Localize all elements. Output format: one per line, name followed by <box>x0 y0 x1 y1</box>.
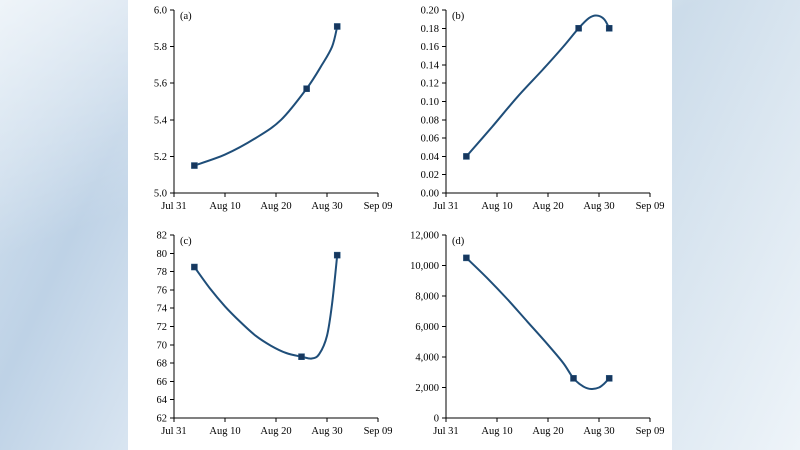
svg-text:80: 80 <box>157 249 168 260</box>
chart-a: 5.0 5.2 5.4 5.6 5.8 6.0 Jul 31 Aug 10 Aug 20 Aug … <box>128 0 400 225</box>
chart-grid: 5.0 5.2 5.4 5.6 5.8 6.0 Jul 31 Aug 10 Aug 20 Aug … <box>128 0 672 450</box>
svg-text:82: 82 <box>157 231 168 242</box>
svg-text:5.8: 5.8 <box>154 42 167 53</box>
svg-text:Sep 09: Sep 09 <box>636 201 665 212</box>
svg-text:4,000: 4,000 <box>415 353 439 364</box>
svg-text:Aug 20: Aug 20 <box>532 426 563 437</box>
svg-text:8,000: 8,000 <box>415 292 439 303</box>
svg-text:Aug 30: Aug 30 <box>583 201 614 212</box>
svg-text:Jul 31: Jul 31 <box>433 201 458 212</box>
svg-text:64: 64 <box>157 395 168 406</box>
svg-text:Aug 20: Aug 20 <box>532 201 563 212</box>
svg-text:(a): (a) <box>180 11 192 22</box>
svg-text:Sep 09: Sep 09 <box>364 426 393 437</box>
svg-text:6.0: 6.0 <box>154 6 167 17</box>
svg-text:(c): (c) <box>180 236 192 247</box>
svg-text:66: 66 <box>157 377 168 388</box>
svg-text:0: 0 <box>434 414 439 425</box>
svg-text:0.20: 0.20 <box>421 6 439 17</box>
svg-text:0.02: 0.02 <box>421 170 439 181</box>
svg-text:6,000: 6,000 <box>415 322 439 333</box>
svg-text:5.0: 5.0 <box>154 189 167 200</box>
svg-text:74: 74 <box>157 304 168 315</box>
figure-panel: 5.0 5.2 5.4 5.6 5.8 6.0 Jul 31 Aug 10 Aug 20 Aug … <box>128 0 672 450</box>
svg-text:5.4: 5.4 <box>154 115 168 126</box>
svg-text:0.12: 0.12 <box>421 79 439 90</box>
svg-text:Aug 20: Aug 20 <box>260 426 291 437</box>
chart-d-plot: 0 2,000 4,000 6,000 8,000 10,000 12,000 Jul 31 A… <box>410 231 665 438</box>
chart-b: 0.00 0.02 0.04 0.06 0.08 0.10 0.12 0.14 0.16 0.18… <box>400 0 672 225</box>
svg-text:Aug 10: Aug 10 <box>481 201 512 212</box>
svg-text:Jul 31: Jul 31 <box>433 426 458 437</box>
svg-text:5.2: 5.2 <box>154 152 167 163</box>
svg-text:0.18: 0.18 <box>421 24 439 35</box>
svg-text:Aug 30: Aug 30 <box>583 426 614 437</box>
svg-text:0.16: 0.16 <box>421 42 439 53</box>
chart-a-plot: 5.0 5.2 5.4 5.6 5.8 6.0 Jul 31 Aug 10 Aug 20 Aug … <box>154 6 393 213</box>
svg-text:0.04: 0.04 <box>421 152 440 163</box>
svg-text:Sep 09: Sep 09 <box>364 201 393 212</box>
svg-text:76: 76 <box>157 285 168 296</box>
chart-c: 62 64 66 68 70 72 74 76 78 80 82 Jul 31 Aug 10 Aug 20… <box>128 225 400 450</box>
chart-d: 0 2,000 4,000 6,000 8,000 10,000 12,000 Jul 31 A… <box>400 225 672 450</box>
svg-text:12,000: 12,000 <box>410 231 439 242</box>
svg-text:0.08: 0.08 <box>421 115 439 126</box>
svg-text:Jul 31: Jul 31 <box>161 426 186 437</box>
svg-text:0.14: 0.14 <box>421 60 440 71</box>
svg-text:0.06: 0.06 <box>421 134 439 145</box>
svg-text:Sep 09: Sep 09 <box>636 426 665 437</box>
svg-text:Aug 10: Aug 10 <box>481 426 512 437</box>
svg-text:0.10: 0.10 <box>421 97 439 108</box>
svg-text:62: 62 <box>157 414 168 425</box>
svg-text:0.00: 0.00 <box>421 189 439 200</box>
chart-c-plot: 62 64 66 68 70 72 74 76 78 80 82 Jul 31 Aug 10 Aug 20… <box>157 231 393 438</box>
svg-text:78: 78 <box>157 267 168 278</box>
svg-text:2,000: 2,000 <box>415 383 439 394</box>
svg-text:72: 72 <box>157 322 168 333</box>
svg-text:Aug 30: Aug 30 <box>311 426 342 437</box>
svg-text:10,000: 10,000 <box>410 261 439 272</box>
chart-b-plot: 0.00 0.02 0.04 0.06 0.08 0.10 0.12 0.14 0.16 0.18… <box>421 6 665 213</box>
svg-text:(b): (b) <box>452 11 465 22</box>
svg-text:(d): (d) <box>452 236 465 247</box>
svg-text:5.6: 5.6 <box>154 79 167 90</box>
svg-text:Aug 20: Aug 20 <box>260 201 291 212</box>
svg-text:Aug 30: Aug 30 <box>311 201 342 212</box>
svg-text:68: 68 <box>157 359 168 370</box>
svg-text:Aug 10: Aug 10 <box>209 426 240 437</box>
svg-text:Jul 31: Jul 31 <box>161 201 186 212</box>
svg-text:Aug 10: Aug 10 <box>209 201 240 212</box>
svg-text:70: 70 <box>157 340 168 351</box>
